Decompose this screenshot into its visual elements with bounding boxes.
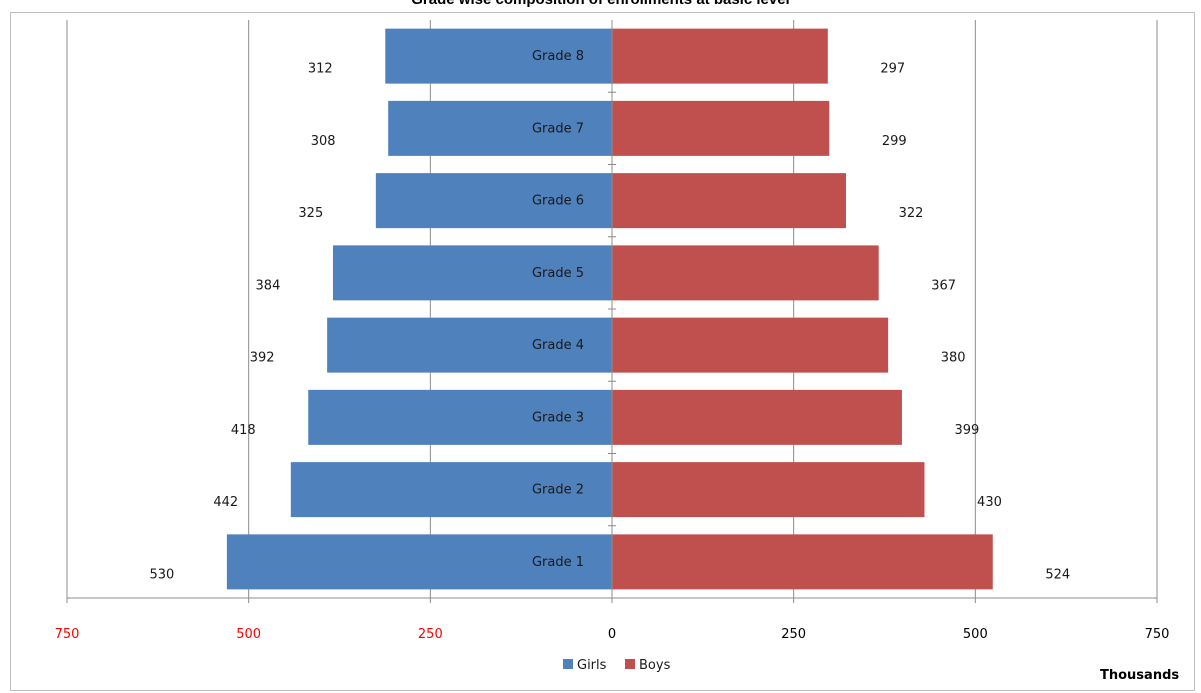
x-tick-label: 500 <box>963 627 988 642</box>
bar-boys <box>612 389 902 445</box>
bar-boys <box>612 100 830 156</box>
bar-girls <box>290 462 612 518</box>
x-tick-label: 250 <box>418 627 443 642</box>
value-label-girls: 325 <box>298 206 323 221</box>
chart-frame <box>10 12 1195 691</box>
legend-swatch-girls <box>563 659 573 669</box>
bar-boys <box>612 462 925 518</box>
legend-label-girls: Girls <box>577 658 607 673</box>
bar-girls <box>375 173 612 229</box>
value-label-boys: 322 <box>899 206 924 221</box>
value-label-boys: 399 <box>955 423 980 438</box>
category-label: Grade 2 <box>532 483 584 498</box>
bars <box>226 28 993 590</box>
bar-girls <box>226 534 612 590</box>
x-axis: 750 500 250 0 250 500 750 <box>55 20 1170 642</box>
value-label-boys: 430 <box>977 495 1002 510</box>
chart-title: Grade wise composition of enrollments at… <box>0 0 1201 8</box>
value-label-boys: 299 <box>882 134 907 149</box>
bar-girls <box>332 245 612 301</box>
category-label: Grade 3 <box>532 410 584 425</box>
category-labels: Grade 1 Grade 2 Grade 3 Grade 4 Grade 5 Grade… <box>532 49 584 570</box>
value-label-boys: 297 <box>880 62 905 77</box>
bar-boys <box>612 28 828 84</box>
value-label-girls: 312 <box>308 62 333 77</box>
legend-label-boys: Boys <box>639 658 671 673</box>
value-label-boys: 524 <box>1045 567 1070 582</box>
value-label-girls: 384 <box>256 278 281 293</box>
bar-girls <box>308 389 612 445</box>
bar-girls <box>327 317 612 373</box>
value-label-girls: 392 <box>250 351 275 366</box>
bar-boys <box>612 317 889 373</box>
x-tick-label: 750 <box>55 627 80 642</box>
legend-swatch-boys <box>625 659 635 669</box>
x-tick-label: 750 <box>1145 627 1170 642</box>
value-label-girls: 418 <box>231 423 256 438</box>
value-label-boys: 367 <box>931 278 956 293</box>
category-label: Grade 7 <box>532 121 584 136</box>
value-label-girls: 530 <box>149 567 174 582</box>
display-unit-label: Thousands <box>1100 668 1179 683</box>
category-label: Grade 4 <box>532 338 584 353</box>
category-label: Grade 1 <box>532 555 584 570</box>
value-labels: 530 524 442 430 418 399 392 380 384 367 325 322 308 2… <box>149 62 1070 583</box>
category-label: Grade 8 <box>532 49 584 64</box>
legend: Girls Boys <box>563 658 671 673</box>
value-label-boys: 380 <box>941 351 966 366</box>
x-tick-label: 0 <box>608 627 616 642</box>
x-tick-label: 250 <box>781 627 806 642</box>
bar-boys <box>612 534 993 590</box>
category-label: Grade 6 <box>532 194 584 209</box>
bar-boys <box>612 173 846 229</box>
value-label-girls: 442 <box>213 495 238 510</box>
value-label-girls: 308 <box>311 134 336 149</box>
category-label: Grade 5 <box>532 266 584 281</box>
x-tick-label: 500 <box>236 627 261 642</box>
bar-boys <box>612 245 879 301</box>
bar-girls <box>388 100 612 156</box>
bar-girls <box>385 28 612 84</box>
